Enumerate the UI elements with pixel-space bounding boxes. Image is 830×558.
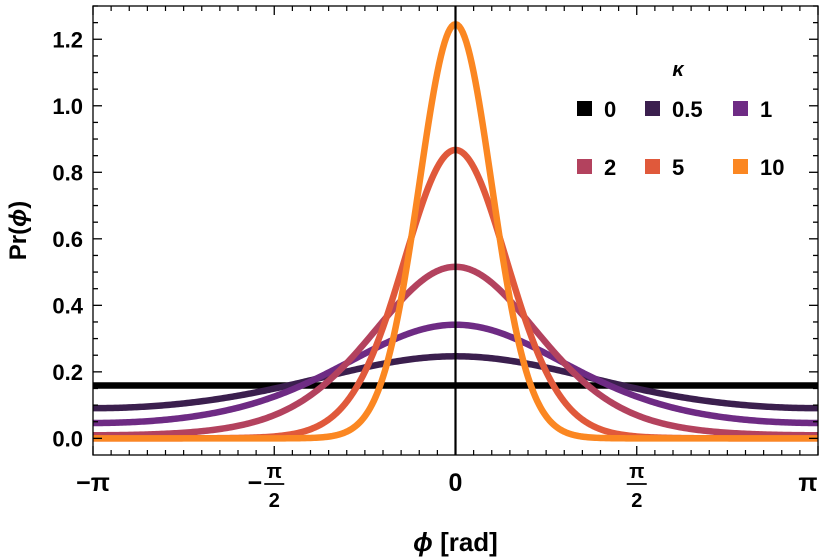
- y-tick-label: 1.2: [52, 27, 83, 52]
- x-tick-numerator: π: [629, 461, 644, 483]
- legend-label: 2: [604, 155, 616, 180]
- legend-item-1: 1: [733, 97, 772, 122]
- legend-item-0.5: 0.5: [645, 97, 703, 122]
- legend-label: 5: [672, 155, 684, 180]
- axis-ticks: 0.00.20.40.60.81.01.2−π − π20 π2π: [52, 5, 819, 512]
- y-axis-func: Pr(: [5, 227, 32, 260]
- legend-item-0: 0: [577, 97, 616, 122]
- legend-title: κ: [672, 59, 685, 81]
- legend-item-10: 10: [733, 155, 784, 180]
- y-tick-label: 1.0: [52, 94, 83, 119]
- legend-item-2: 2: [577, 155, 616, 180]
- legend-label: 1: [760, 97, 772, 122]
- y-axis-close: ): [5, 201, 32, 209]
- legend-swatch: [645, 159, 660, 174]
- legend-swatch: [577, 159, 592, 174]
- y-tick-label: 0.6: [52, 227, 83, 252]
- x-tick-denominator: 2: [631, 490, 642, 512]
- x-axis-unit: [rad]: [433, 527, 498, 557]
- x-tick-label: 0: [449, 469, 463, 497]
- legend-label: 10: [760, 155, 784, 180]
- x-tick-fraction: − π 2: [248, 461, 285, 512]
- y-axis-symbol: ϕ: [5, 209, 32, 227]
- y-axis-label: Pr(ϕ): [5, 201, 32, 261]
- legend-label: 0: [604, 97, 616, 122]
- x-tick-sign: −: [248, 469, 263, 497]
- legend-swatch: [733, 101, 748, 116]
- x-axis-symbol: ϕ: [413, 527, 433, 557]
- y-tick-label: 0.0: [52, 426, 83, 451]
- y-tick-label: 0.8: [52, 160, 83, 185]
- axis-labels: ϕ [rad]Pr(ϕ): [5, 201, 498, 557]
- x-axis-label: ϕ [rad]: [413, 527, 498, 557]
- x-tick-fraction: π2: [626, 461, 647, 512]
- legend: κ 0 0.5 1 2 5 10: [577, 59, 784, 180]
- x-tick-label: −π: [76, 469, 110, 497]
- legend-swatch: [645, 101, 660, 116]
- legend-item-5: 5: [645, 155, 684, 180]
- y-tick-label: 0.4: [52, 293, 83, 318]
- legend-label: 0.5: [672, 97, 703, 122]
- legend-swatch: [577, 101, 592, 116]
- x-tick-label: π: [798, 469, 817, 497]
- x-tick-denominator: 2: [269, 490, 280, 512]
- y-tick-label: 0.2: [52, 360, 83, 385]
- x-tick-numerator: π: [267, 461, 282, 483]
- legend-swatch: [733, 159, 748, 174]
